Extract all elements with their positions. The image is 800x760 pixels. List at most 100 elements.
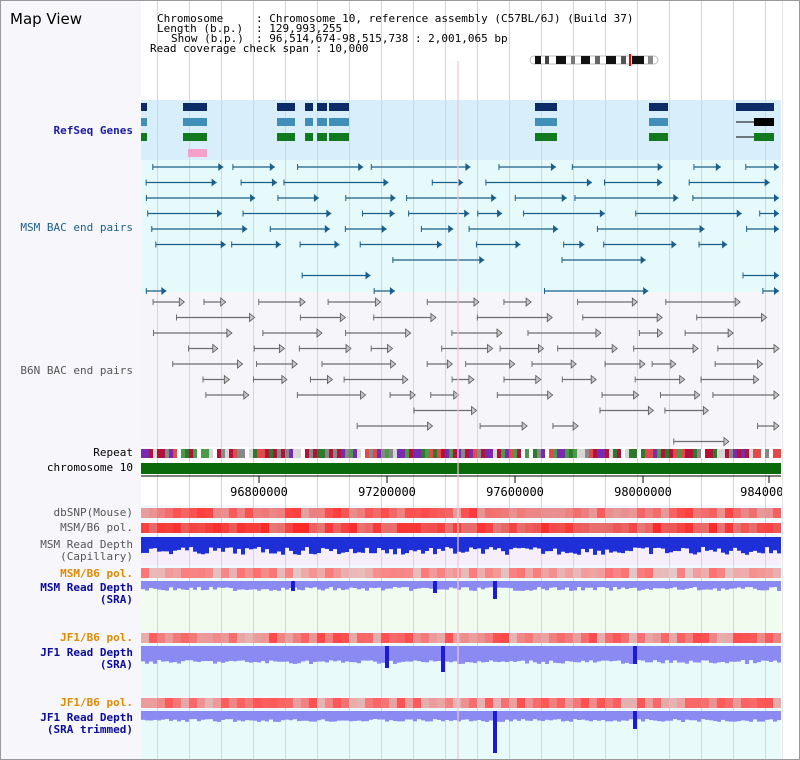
depth-bar [233,537,237,554]
jf1-b6-pol-label-2[interactable]: JF1/B6 pol. [60,696,133,709]
depth-bar [573,581,577,591]
heat-cell [397,523,405,533]
heat-cell [741,698,749,708]
depth-bar [441,711,445,722]
depth-bar [201,711,205,720]
grid-line [413,1,414,759]
depth-bar [621,646,625,664]
jf1-trim-label[interactable]: JF1 Read Depth [40,711,133,724]
depth-bar [365,711,369,722]
depth-bar [589,711,593,722]
depth-bar [557,581,561,591]
repeat-cell [641,449,645,458]
jf1-sra-label[interactable]: JF1 Read Depth [40,646,133,659]
depth-bar [181,646,185,662]
msm-bac-track[interactable] [141,160,781,295]
chromosome-ideogram[interactable] [529,54,661,66]
heat-cell [461,508,469,518]
depth-bar [213,646,217,664]
depth-bar [645,581,649,589]
depth-bar [477,711,481,721]
heat-cell [485,523,493,533]
depth-bar [269,646,273,661]
bac-arrow [409,390,416,400]
repeat-cell [333,449,337,458]
depth-bar [389,537,393,550]
heat-cell [605,698,613,708]
depth-bar [649,581,653,590]
bac-arrow [509,359,516,369]
depth-bar [413,646,417,661]
repeat-cell [569,449,573,458]
depth-bar [205,581,209,590]
repeat-cell [513,449,517,458]
coverage-span: Read coverage check span : 10,000 [150,42,369,55]
depth-bar [541,581,545,589]
bac-arrow [220,297,227,307]
heat-cell [573,523,581,533]
depth-bar [205,646,209,662]
msm-b6-pol-label-2[interactable]: MSM/B6 pol. [60,567,133,580]
repeat-cell [453,449,457,458]
heat-cell [573,698,581,708]
heat-cell [149,568,157,578]
heat-cell [653,568,661,578]
depth-bar [733,537,737,548]
refseq-genes-label[interactable]: RefSeq Genes [53,124,133,137]
heat-cell [629,698,637,708]
bac-arrow [643,287,649,295]
jf1-b6-pol-label[interactable]: JF1/B6 pol. [60,631,133,644]
heat-cell [605,568,613,578]
bac-arrow [299,297,306,307]
repeat-cell [509,449,513,458]
repeat-cell [753,449,757,458]
heat-cell [661,633,669,643]
depth-bar [469,581,473,591]
heat-cell [141,698,149,708]
repeat-cell [313,449,317,458]
depth-bar [317,537,321,554]
refseq-genes-track[interactable] [141,100,781,160]
scrollbar[interactable] [782,1,799,759]
heat-cell [517,568,525,578]
dbsnp-label[interactable]: dbSNP(Mouse) [53,506,133,519]
depth-bar [637,537,641,548]
depth-bar [425,646,429,663]
bac-arrow [774,194,779,202]
depth-bar [577,537,581,555]
msm-sra-label[interactable]: MSM Read Depth [40,581,133,594]
heat-cell [229,633,237,643]
depth-bar [229,646,233,661]
msm-b6-pol-label[interactable]: MSM/B6 pol. [60,521,133,534]
heat-cell [165,633,173,643]
depth-bar [501,711,505,722]
heat-cell [661,698,669,708]
depth-bar [333,581,337,591]
bac-arrow [722,240,728,249]
depth-bar [629,537,633,552]
heat-cell [333,568,341,578]
repeat-cell [617,449,621,458]
depth-bar [225,581,229,588]
depth-bar [277,646,281,662]
depth-bar [437,646,441,662]
msm-bac-label[interactable]: MSM BAC end pairs [20,221,133,234]
msm-read-depth-label[interactable]: MSM Read Depth [40,538,133,551]
depth-bar [425,581,429,588]
depth-bar [497,537,501,549]
bac-arrow [360,390,367,400]
heat-cell [277,633,285,643]
heat-cell [493,523,501,533]
depth-bar [509,711,513,722]
depth-bar [513,711,517,720]
b6n-bac-track[interactable] [141,292,781,447]
heat-cell [181,568,189,578]
heat-cell [725,568,733,578]
depth-bar [761,646,765,661]
depth-bar [653,711,657,721]
depth-bar [373,646,377,662]
depth-bar [389,581,393,589]
depth-bar [277,537,281,552]
heat-cell [517,698,525,708]
b6n-bac-label[interactable]: B6N BAC end pairs [20,364,133,377]
